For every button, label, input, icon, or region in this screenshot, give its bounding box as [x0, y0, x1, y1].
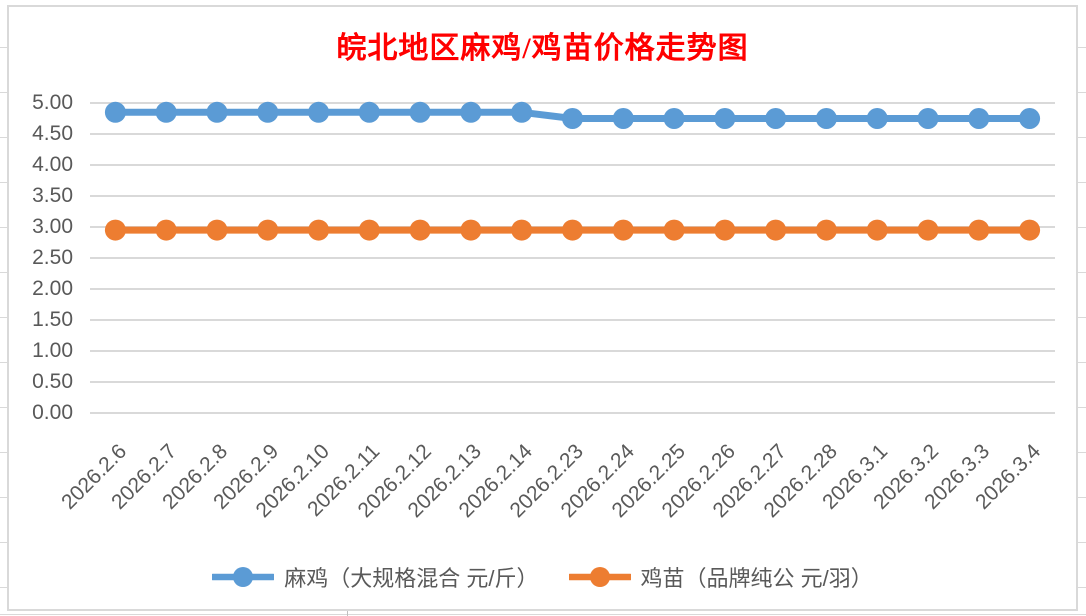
chart-frame[interactable]: 皖北地区麻鸡/鸡苗价格走势图 5.00 4.50 4.00 3.50 3.00 2.50 2…: [7, 5, 1078, 611]
gridline: [90, 350, 1055, 352]
data-point-marker: [308, 219, 330, 241]
y-axis-tick-label: 0.50: [32, 370, 73, 393]
legend-item-0[interactable]: 麻鸡（大规格混合 元/斤）: [212, 561, 539, 593]
data-point-marker: [714, 108, 736, 129]
data-point-marker: [511, 219, 533, 241]
gridline: [90, 133, 1055, 135]
data-point-marker: [155, 219, 177, 241]
gridline: [90, 102, 1055, 104]
data-point-marker: [714, 219, 736, 241]
data-point-marker: [206, 101, 228, 123]
gridline: [90, 257, 1055, 259]
gridline: [90, 412, 1055, 414]
data-point-marker: [815, 108, 837, 129]
data-point-marker: [1019, 108, 1041, 129]
y-axis-tick-label: 4.50: [32, 122, 73, 145]
y-axis-tick-label: 3.00: [32, 215, 73, 238]
data-point-marker: [917, 108, 939, 129]
data-point-marker: [409, 101, 431, 123]
chart-title: 皖北地区麻鸡/鸡苗价格走势图: [336, 32, 749, 65]
data-point-marker: [104, 219, 126, 241]
data-point-marker: [815, 219, 837, 241]
data-point-marker: [562, 219, 583, 241]
data-point-marker: [866, 108, 888, 129]
data-point-marker: [155, 101, 177, 123]
gridline: [90, 164, 1055, 166]
data-point-marker: [257, 101, 279, 123]
plot-area[interactable]: [9, 7, 1076, 609]
data-point-marker: [104, 101, 126, 123]
data-point-marker: [562, 108, 583, 129]
gridline: [90, 381, 1055, 383]
data-point-marker: [1019, 219, 1041, 241]
legend-label: 鸡苗（品牌纯公 元/羽）: [640, 566, 873, 591]
y-axis-tick-label: 5.00: [32, 91, 73, 114]
series-1-line[interactable]: [104, 219, 1041, 241]
series-0-line[interactable]: [104, 101, 1041, 129]
legend-line-marker-icon: [568, 567, 631, 587]
data-point-marker: [460, 101, 482, 123]
y-axis-tick-label: 2.50: [32, 246, 73, 269]
legend-label: 麻鸡（大规格混合 元/斤）: [284, 566, 539, 591]
sheet-column-line: [347, 611, 348, 616]
y-axis-tick-label: 3.50: [32, 184, 73, 207]
y-axis-tick-label: 1.50: [32, 308, 73, 331]
data-point-marker: [358, 219, 380, 241]
gridline: [90, 319, 1055, 321]
legend-item-1[interactable]: 鸡苗（品牌纯公 元/羽）: [568, 561, 873, 593]
data-point-marker: [358, 101, 380, 123]
gridline: [90, 288, 1055, 290]
y-axis-tick-label: 4.00: [32, 153, 73, 176]
data-point-marker: [663, 219, 685, 241]
sheet-gridline: [0, 614, 1086, 615]
y-axis-tick-label: 2.00: [32, 277, 73, 300]
data-point-marker: [917, 219, 939, 241]
data-point-marker: [866, 219, 888, 241]
data-point-marker: [612, 108, 634, 129]
data-point-marker: [511, 101, 533, 123]
data-point-marker: [460, 219, 482, 241]
data-point-marker: [409, 219, 431, 241]
data-point-marker: [612, 219, 634, 241]
y-axis-tick-label: 1.00: [32, 339, 73, 362]
data-point-marker: [308, 101, 330, 123]
data-point-marker: [257, 219, 279, 241]
data-point-marker: [765, 219, 787, 241]
y-axis-tick-label: 0.00: [32, 401, 73, 424]
data-point-marker: [663, 108, 685, 129]
data-point-marker: [968, 219, 990, 241]
legend: 麻鸡（大规格混合 元/斤） 鸡苗（品牌纯公 元/羽）: [9, 558, 1076, 596]
legend-line-marker-icon: [212, 567, 275, 587]
data-point-marker: [968, 108, 990, 129]
gridline: [90, 195, 1055, 197]
data-point-marker: [206, 219, 228, 241]
data-point-marker: [765, 108, 787, 129]
